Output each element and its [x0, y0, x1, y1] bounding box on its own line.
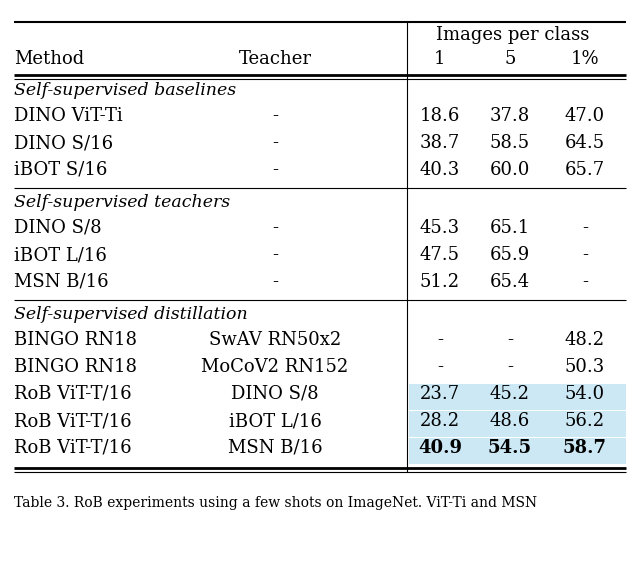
Text: Self-supervised baselines: Self-supervised baselines [14, 82, 236, 99]
Text: 48.2: 48.2 [565, 331, 605, 349]
Text: -: - [272, 219, 278, 237]
Text: 1%: 1% [571, 50, 599, 68]
Text: -: - [437, 331, 443, 349]
Text: -: - [272, 161, 278, 179]
Text: -: - [272, 134, 278, 152]
Text: 38.7: 38.7 [420, 134, 460, 152]
Text: 28.2: 28.2 [420, 412, 460, 430]
Text: -: - [507, 331, 513, 349]
Text: 50.3: 50.3 [565, 358, 605, 376]
Text: BINGO RN18: BINGO RN18 [14, 331, 137, 349]
Text: -: - [272, 273, 278, 291]
Text: RoB ViT-T/16: RoB ViT-T/16 [14, 412, 132, 430]
Text: Table 3. RoB experiments using a few shots on ImageNet. ViT-Ti and MSN: Table 3. RoB experiments using a few sho… [14, 496, 537, 510]
Text: 48.6: 48.6 [490, 412, 530, 430]
Text: -: - [582, 246, 588, 264]
Text: Self-supervised distillation: Self-supervised distillation [14, 306, 248, 323]
Text: 58.5: 58.5 [490, 134, 530, 152]
Text: -: - [437, 358, 443, 376]
Text: Images per class: Images per class [436, 26, 589, 44]
Text: 65.7: 65.7 [565, 161, 605, 179]
Text: MSN B/16: MSN B/16 [228, 439, 323, 457]
Text: 56.2: 56.2 [565, 412, 605, 430]
Text: Teacher: Teacher [239, 50, 312, 68]
Text: 45.2: 45.2 [490, 385, 530, 403]
Text: Method: Method [14, 50, 84, 68]
Text: 58.7: 58.7 [563, 439, 607, 457]
Text: 65.4: 65.4 [490, 273, 530, 291]
Text: DINO S/16: DINO S/16 [14, 134, 113, 152]
Text: 37.8: 37.8 [490, 107, 530, 125]
Text: 54.5: 54.5 [488, 439, 532, 457]
Bar [409, 384, 626, 410]
Text: 40.9: 40.9 [418, 439, 462, 457]
Text: DINO S/8: DINO S/8 [14, 219, 102, 237]
Text: 64.5: 64.5 [565, 134, 605, 152]
Text: SwAV RN50x2: SwAV RN50x2 [209, 331, 341, 349]
Text: iBOT S/16: iBOT S/16 [14, 161, 108, 179]
Text: -: - [582, 273, 588, 291]
Text: -: - [272, 246, 278, 264]
Text: -: - [582, 219, 588, 237]
Text: iBOT L/16: iBOT L/16 [14, 246, 107, 264]
Text: 54.0: 54.0 [565, 385, 605, 403]
Text: -: - [272, 107, 278, 125]
Text: 47.0: 47.0 [565, 107, 605, 125]
Text: iBOT L/16: iBOT L/16 [228, 412, 321, 430]
Bar [409, 411, 626, 437]
Text: 23.7: 23.7 [420, 385, 460, 403]
Text: RoB ViT-T/16: RoB ViT-T/16 [14, 385, 132, 403]
Text: MSN B/16: MSN B/16 [14, 273, 109, 291]
Text: 45.3: 45.3 [420, 219, 460, 237]
Text: RoB ViT-T/16: RoB ViT-T/16 [14, 439, 132, 457]
Text: 47.5: 47.5 [420, 246, 460, 264]
Text: 5: 5 [504, 50, 516, 68]
Text: 18.6: 18.6 [420, 107, 460, 125]
Text: BINGO RN18: BINGO RN18 [14, 358, 137, 376]
Text: DINO S/8: DINO S/8 [231, 385, 319, 403]
Text: 40.3: 40.3 [420, 161, 460, 179]
Text: 65.9: 65.9 [490, 246, 530, 264]
Text: DINO ViT-Ti: DINO ViT-Ti [14, 107, 123, 125]
Text: 51.2: 51.2 [420, 273, 460, 291]
Text: Self-supervised teachers: Self-supervised teachers [14, 194, 230, 211]
Text: 60.0: 60.0 [490, 161, 530, 179]
Text: 1: 1 [435, 50, 445, 68]
Text: 65.1: 65.1 [490, 219, 530, 237]
Text: -: - [507, 358, 513, 376]
Bar [409, 438, 626, 464]
Text: MoCoV2 RN152: MoCoV2 RN152 [202, 358, 349, 376]
